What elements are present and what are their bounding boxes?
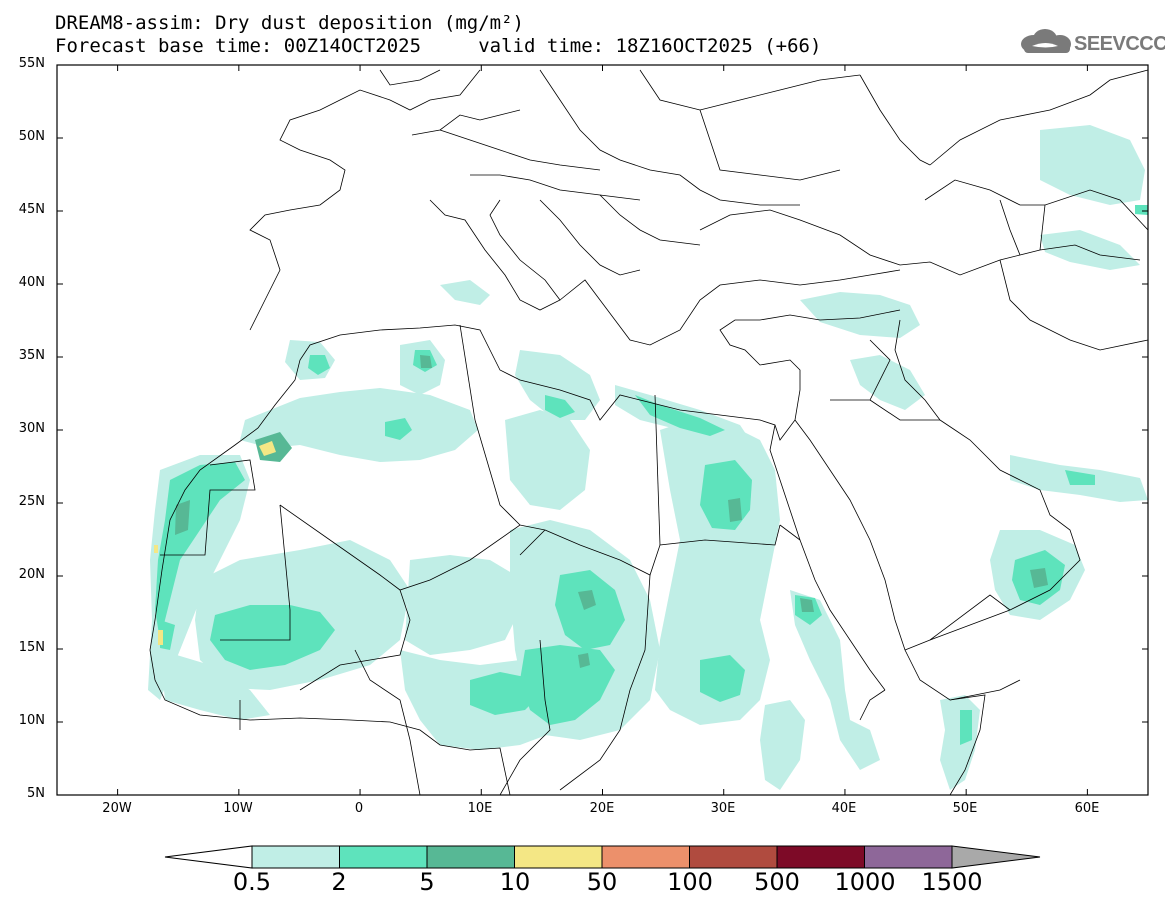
coastlines-and-borders [149,69,1148,795]
lat-tick-label: 55N [18,56,45,71]
lon-tick-label: 50E [952,801,978,816]
lat-tick-label: 15N [18,640,45,655]
seevccc-logo [1021,29,1071,53]
colorbar-level-label: 2 [331,868,347,896]
colorbar-level-label: 500 [754,868,800,896]
colorbar-level-label: 1500 [921,868,983,896]
lat-tick-label: 25N [18,494,45,509]
colorbar-level-label: 0.5 [232,868,272,896]
lat-tick-label: 50N [18,129,45,144]
dust-shading [148,125,1148,790]
lat-tick-label: 5N [27,786,45,801]
colorbar-level-label: 10 [499,868,531,896]
logo-text: SEEVCCC [1074,33,1165,55]
lat-tick-label: 30N [18,421,45,436]
dust-level-4 [154,441,276,645]
lon-tick-label: 10W [223,801,253,816]
lat-tick-label: 45N [18,202,45,217]
map-title: DREAM8-assim: Dry dust deposition (mg/m²… [55,12,524,34]
lat-tick-label: 20N [18,567,45,582]
forecast-time-subtitle: Forecast base time: 00Z14OCT2025 valid t… [55,35,822,57]
lon-tick-label: 30E [710,801,736,816]
cloud-icon [1021,29,1071,53]
axis-ticks [57,64,1148,796]
lon-tick-label: 40E [831,801,857,816]
lon-tick-label: 20W [102,801,132,816]
lon-tick-label: 60E [1074,801,1100,816]
colorbar-level-label: 5 [419,868,435,896]
lat-tick-label: 35N [18,348,45,363]
colorbar-level-label: 100 [667,868,713,896]
lon-tick-label: 10E [467,801,493,816]
lat-tick-label: 10N [18,713,45,728]
colorbar-level-label: 1000 [834,868,896,896]
lon-tick-label: 20E [589,801,615,816]
colorbar-level-label: 50 [586,868,618,896]
lat-tick-label: 40N [18,275,45,290]
lon-tick-label: 0 [354,801,364,816]
